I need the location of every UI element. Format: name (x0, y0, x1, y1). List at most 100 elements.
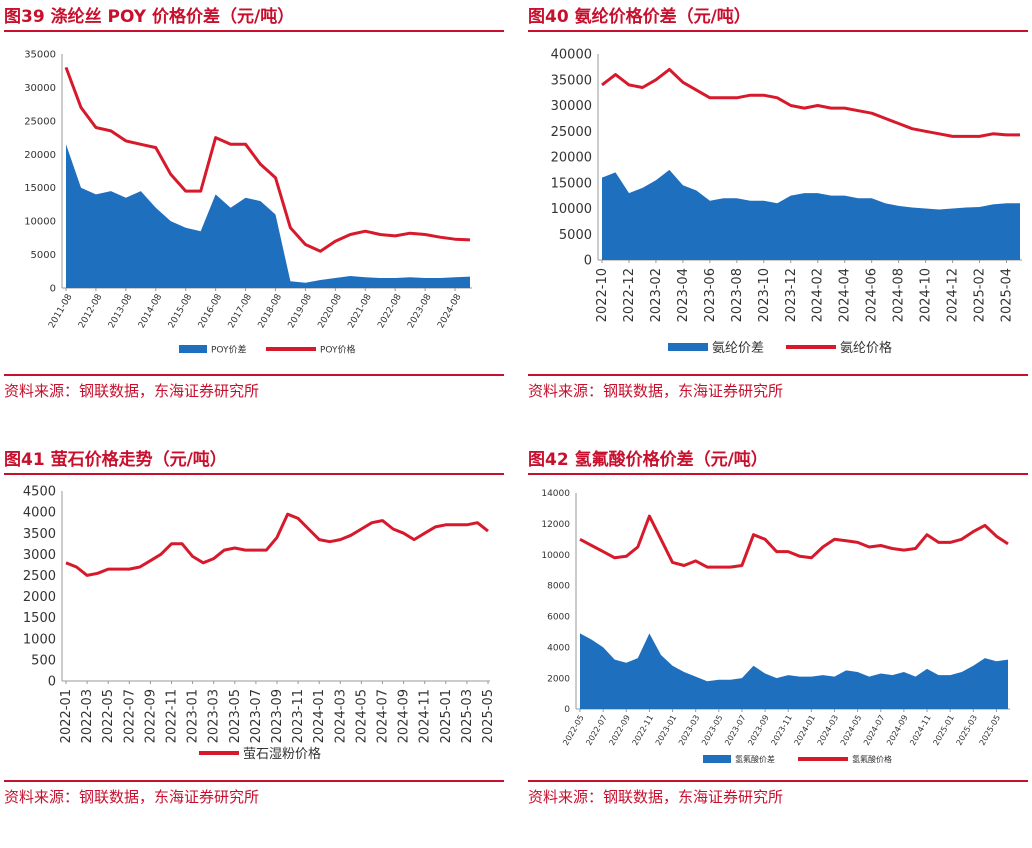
x-tick-label: 2018-08 (257, 292, 285, 330)
chart-title: 图40 氨纶价格价差（元/吨） (528, 7, 751, 27)
y-tick-label: 6000 (547, 613, 570, 623)
x-tick-label: 2022-05 (101, 689, 116, 743)
y-tick-label: 0 (584, 254, 592, 269)
source-note: 资料来源：钢联数据，东海证券研究所 (4, 788, 260, 806)
source-rule (528, 374, 1028, 376)
y-tick-label: 30000 (551, 99, 592, 114)
x-tick-label: 2011-08 (47, 292, 75, 330)
legend-label: 氢氟酸价差 (735, 754, 775, 764)
title-rule (4, 473, 504, 475)
x-tick-label: 2023-11 (769, 714, 794, 747)
legend-label: POY价差 (211, 343, 247, 355)
y-tick-label: 14000 (541, 489, 570, 499)
x-tick-label: 2013-08 (107, 292, 135, 330)
source-rule (4, 780, 504, 782)
y-tick-label: 12000 (541, 520, 570, 530)
x-tick-label: 2025-01 (439, 689, 454, 743)
x-tick-label: 2021-08 (346, 292, 374, 330)
x-tick-label: 2022-09 (143, 689, 158, 743)
title-rule (528, 30, 1028, 32)
y-tick-label: 8000 (547, 582, 570, 592)
x-tick-label: 2025-03 (955, 714, 980, 747)
x-tick-label: 2024-03 (333, 689, 348, 743)
x-tick-label: 2024-12 (946, 268, 961, 322)
y-tick-label: 4000 (547, 643, 570, 653)
series-area-POY价差 (66, 144, 470, 288)
y-tick-label: 15000 (24, 183, 56, 194)
y-tick-label: 0 (50, 284, 56, 295)
y-tick-label: 4500 (23, 485, 56, 500)
x-tick-label: 2024-07 (862, 714, 887, 747)
x-tick-label: 2023-10 (757, 268, 772, 322)
y-tick-label: 2000 (547, 674, 570, 684)
y-tick-label: 20000 (24, 150, 56, 161)
x-tick-label: 2024-10 (919, 268, 934, 322)
panel-fluorite: 图41 萤石价格走势（元/吨） 0 500 1000 1500 2000 2500 3000… (4, 443, 504, 848)
x-tick-label: 2023-02 (649, 268, 664, 322)
x-tick-label: 2022-09 (607, 714, 632, 747)
x-tick-label: 2024-06 (865, 268, 880, 322)
x-tick-label: 2022-11 (165, 689, 180, 743)
y-tick-label: 35000 (24, 50, 56, 61)
x-tick-label: 2023-03 (677, 714, 702, 747)
source-note: 资料来源：钢联数据，东海证券研究所 (4, 382, 260, 400)
y-tick-label: 0 (48, 675, 56, 690)
x-tick-label: 2016-08 (197, 292, 225, 330)
series-line-萤石湿粉价格 (65, 512, 489, 577)
legend-label: 氨纶价格 (840, 340, 892, 356)
y-tick-label: 2500 (23, 569, 56, 584)
x-tick-label: 2022-07 (122, 689, 137, 743)
x-tick-label: 2024-11 (908, 714, 933, 747)
series-area-氨纶价差 (602, 169, 1020, 260)
panel-hf: 图42 氢氟酸价格价差（元/吨） 0 2000 4000 6000 8000 10000 1… (528, 443, 1028, 848)
y-tick-label: 30000 (24, 83, 56, 94)
x-tick-label: 2019-08 (287, 292, 315, 330)
x-tick-label: 2024-09 (397, 689, 412, 743)
x-tick-label: 2022-01 (59, 689, 74, 743)
hf-chart: 020004000600080001000012000140002022-052… (541, 489, 1010, 764)
x-tick-label: 2023-01 (186, 689, 201, 743)
x-tick-label: 2024-08 (436, 292, 464, 330)
x-tick-label: 2023-03 (207, 689, 222, 743)
y-tick-label: 0 (564, 705, 570, 715)
fluorite-chart: 0 500 1000 1500 2000 2500 3000 3500 4000 4500 2022… (23, 485, 496, 762)
x-tick-label: 2022-11 (631, 714, 656, 747)
x-tick-label: 2024-07 (376, 689, 391, 743)
y-tick-label: 40000 (551, 48, 592, 63)
x-tick-label: 2022-07 (584, 714, 609, 747)
x-tick-label: 2023-08 (406, 292, 434, 330)
panel-spandex: 图40 氨纶价格价差（元/吨） 0 5000 10000 15000 20000 2500… (528, 0, 1028, 405)
x-tick-label: 2024-05 (839, 714, 864, 747)
series-area-氢氟酸价差 (580, 633, 1008, 709)
x-tick-label: 2024-03 (816, 714, 841, 747)
x-tick-label: 2017-08 (227, 292, 255, 330)
series-line-POY价格 (64, 66, 471, 253)
series-line-氢氟酸价格 (579, 514, 1009, 569)
x-tick-label: 2025-03 (460, 689, 475, 743)
x-tick-label: 2025-02 (973, 268, 988, 322)
y-tick-label: 1000 (23, 632, 56, 647)
chart-title: 图42 氢氟酸价格价差（元/吨） (528, 450, 768, 470)
source-rule (528, 780, 1028, 782)
y-tick-label: 20000 (551, 151, 592, 166)
y-tick-label: 10000 (541, 551, 570, 561)
chart-title: 图41 萤石价格走势（元/吨） (4, 450, 227, 470)
x-tick-label: 2025-05 (481, 689, 496, 743)
x-tick-label: 2023-12 (784, 268, 799, 322)
legend-label: 萤石湿粉价格 (243, 746, 321, 762)
x-tick-label: 2015-08 (167, 292, 195, 330)
x-tick-label: 2022-03 (80, 689, 95, 743)
x-tick-label: 2023-05 (700, 714, 725, 747)
y-tick-label: 3000 (23, 548, 56, 563)
y-tick-label: 15000 (551, 176, 592, 191)
x-tick-label: 2025-05 (978, 714, 1003, 747)
x-tick-label: 2024-11 (418, 689, 433, 743)
legend-swatch-area (668, 343, 708, 351)
x-tick-label: 2025-04 (1000, 268, 1015, 322)
legend-label: 氢氟酸价格 (852, 754, 892, 764)
title-rule (4, 30, 504, 32)
source-note: 资料来源：钢联数据，东海证券研究所 (528, 382, 784, 400)
x-tick-label: 2022-08 (376, 292, 404, 330)
x-tick-label: 2024-08 (892, 268, 907, 322)
x-tick-label: 2023-05 (228, 689, 243, 743)
